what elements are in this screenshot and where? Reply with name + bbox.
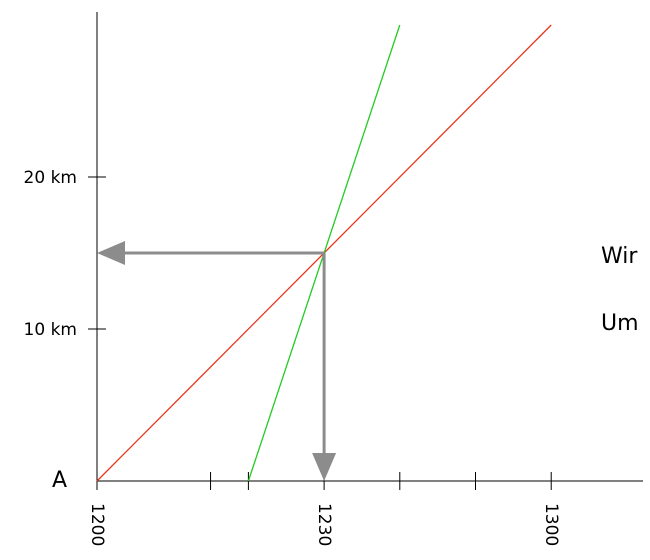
origin-label: A xyxy=(52,468,67,493)
annotation-text-1: Wir xyxy=(601,244,638,269)
arrow-head-1 xyxy=(97,241,125,265)
x-tick-label: 1200 xyxy=(87,503,107,546)
label-layer: 1200 1230 1300 10 km 20 km A Wir Um xyxy=(24,168,639,546)
y-tick-label: 20 km xyxy=(24,168,77,188)
y-tick-label: 10 km xyxy=(24,320,77,340)
arrow-head-2 xyxy=(312,453,337,481)
arrow-layer xyxy=(97,241,337,481)
x-tick-label: 1230 xyxy=(314,503,334,546)
annotation-text-2: Um xyxy=(601,311,639,336)
x-tick-label: 1300 xyxy=(541,503,561,546)
axes xyxy=(88,12,643,490)
